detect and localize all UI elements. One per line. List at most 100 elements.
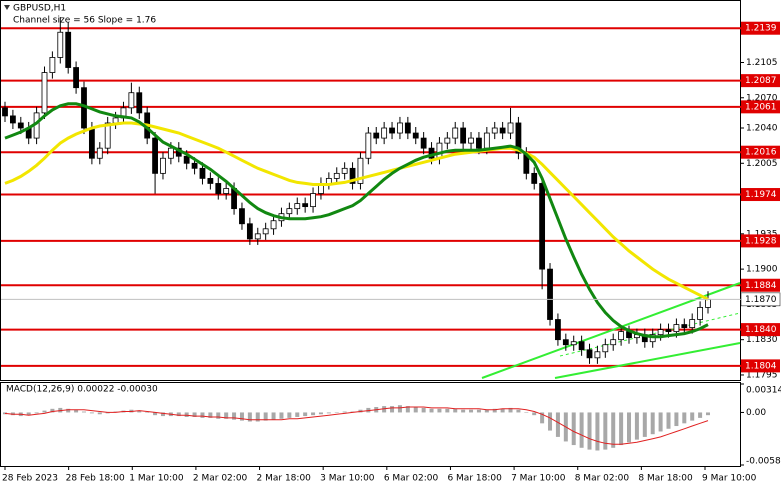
candle-body	[618, 331, 625, 341]
level-label-box	[741, 145, 780, 159]
macd-bar	[484, 409, 489, 413]
candle-body	[73, 67, 79, 89]
candle-body	[397, 122, 403, 134]
macd-bar	[595, 412, 600, 451]
macd-bar	[74, 409, 79, 413]
candle-body	[160, 157, 166, 174]
candle-body	[570, 341, 577, 346]
macd-bar	[176, 412, 181, 417]
macd-bar	[303, 412, 308, 417]
candle-body	[152, 137, 158, 174]
macd-signal	[4, 406, 709, 445]
macd-bar	[66, 408, 71, 413]
macd-bar	[492, 408, 497, 413]
candle-body	[594, 351, 601, 359]
macd-bar	[603, 412, 608, 450]
macd-bar	[247, 412, 252, 422]
candle-body	[491, 127, 498, 134]
y-tick-label: 1.1795	[746, 370, 778, 380]
candle-body	[697, 307, 704, 320]
macd-bar	[192, 412, 197, 417]
macd-bar	[224, 412, 229, 419]
x-tick-label: 7 Mar 10:00	[511, 474, 566, 484]
candle-body	[578, 341, 585, 351]
y-tick-label: -0.0058	[746, 457, 781, 467]
macd-bar	[579, 412, 584, 448]
y-tick-label: 1.2105	[746, 58, 778, 68]
candle-body	[507, 122, 514, 134]
candle-body	[286, 208, 293, 215]
candle-body	[602, 344, 609, 353]
macd-bar	[634, 412, 639, 440]
level-label-box	[741, 188, 780, 202]
macd-bar	[611, 412, 616, 448]
level-label: 1.1804	[745, 361, 777, 371]
x-tick-label: 1 Mar 10:00	[129, 474, 184, 484]
y-tick-label: 1.1830	[746, 335, 778, 345]
candle-body	[673, 324, 680, 333]
candle-body	[341, 167, 348, 174]
macd-bar	[295, 412, 300, 417]
channel-upper	[481, 282, 741, 379]
candle-body	[333, 172, 340, 179]
macd-bar	[627, 412, 632, 443]
level-label: 1.2087	[745, 76, 777, 86]
candle-body	[246, 223, 253, 240]
candle-body	[547, 268, 553, 320]
y-tick-label: 1.2070	[746, 93, 778, 103]
macd-bar	[453, 408, 458, 413]
candle-body	[610, 339, 617, 346]
candle-body	[9, 115, 16, 124]
candle-body	[270, 220, 277, 230]
candle-body	[562, 339, 569, 346]
x-tick-label: 28 Feb 18:00	[66, 474, 125, 484]
macd-bar	[81, 411, 86, 413]
candle-body	[381, 127, 388, 139]
macd-bar	[97, 412, 102, 415]
candle-body	[254, 233, 261, 240]
macd-bar	[263, 412, 268, 421]
level-label: 1.2016	[745, 148, 777, 158]
moving-average	[4, 121, 709, 301]
level-label: 1.1884	[745, 281, 777, 291]
candle-body	[41, 72, 48, 114]
candle-body	[365, 132, 372, 159]
candle-body	[404, 122, 411, 134]
level-label-box	[741, 278, 780, 292]
macd-bar	[311, 412, 316, 416]
macd-bar	[34, 412, 39, 414]
candle-body	[104, 122, 111, 149]
macd-bar	[445, 408, 450, 413]
level-label-box	[741, 74, 780, 88]
macd-bar	[706, 412, 710, 416]
candle-body	[167, 147, 174, 159]
candle-body	[262, 228, 269, 235]
x-tick-label: 8 Mar 02:00	[575, 474, 630, 484]
macd-bar	[145, 412, 150, 413]
candle-body	[689, 319, 696, 328]
candle-body	[499, 127, 506, 134]
macd-bar	[318, 412, 323, 415]
macd-bar	[524, 412, 529, 413]
collapse-icon	[4, 5, 10, 10]
macd-bar	[650, 412, 655, 435]
x-tick-label: 2 Mar 18:00	[257, 474, 312, 484]
macd-bar	[682, 412, 687, 424]
macd-bar	[50, 408, 55, 413]
macd-bar	[390, 406, 395, 413]
channel-lower	[554, 342, 741, 379]
candle-body	[215, 183, 222, 194]
macd-bar	[271, 412, 276, 420]
level-label: 1.1928	[745, 236, 777, 246]
candle-body	[468, 137, 474, 144]
channel-note: Channel size = 56 Slope = 1.76	[13, 16, 156, 26]
macd-bar	[429, 408, 434, 413]
macd-bar	[548, 412, 553, 431]
macd-bar	[287, 412, 292, 418]
candle-body	[17, 122, 24, 129]
candle-body	[586, 349, 593, 359]
candle-body	[96, 147, 103, 159]
x-tick-label: 6 Mar 18:00	[447, 474, 502, 484]
macd-bar	[540, 412, 545, 424]
